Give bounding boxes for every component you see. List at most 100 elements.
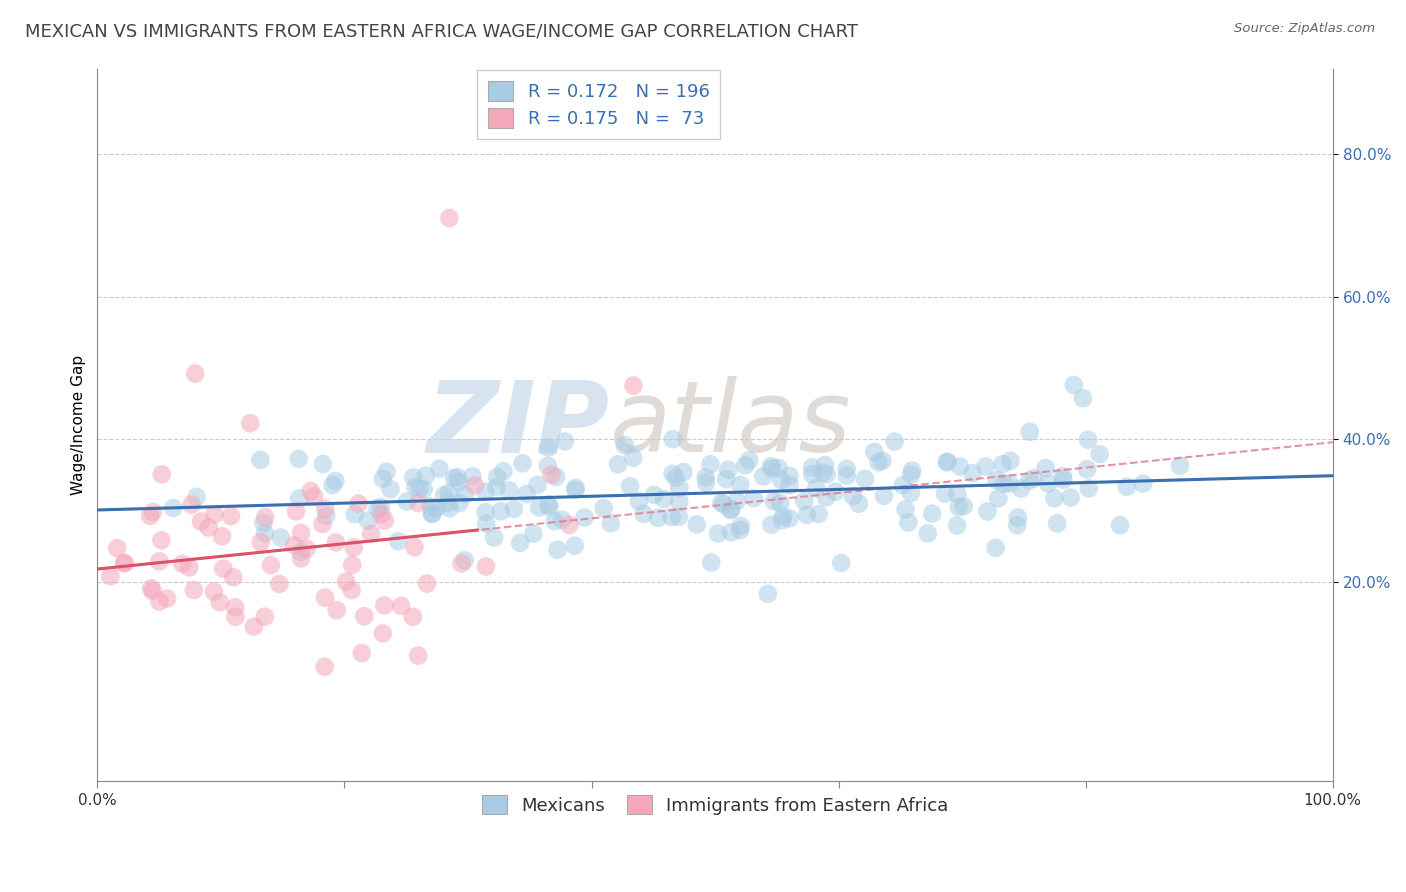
Point <box>761 517 783 532</box>
Point <box>420 506 443 520</box>
Point <box>993 476 1015 491</box>
Point <box>547 542 569 557</box>
Point <box>1000 454 1022 468</box>
Point <box>522 526 544 541</box>
Point <box>835 462 858 476</box>
Point <box>668 510 690 524</box>
Point <box>250 535 273 549</box>
Point <box>156 591 179 606</box>
Point <box>302 490 325 504</box>
Point <box>544 514 567 528</box>
Point <box>623 378 645 392</box>
Point <box>772 509 794 524</box>
Point <box>1077 433 1099 447</box>
Text: atlas: atlas <box>610 376 852 474</box>
Point <box>779 478 801 492</box>
Point <box>474 505 496 519</box>
Point <box>269 577 291 591</box>
Point <box>806 481 828 495</box>
Point <box>801 467 824 482</box>
Point <box>371 626 394 640</box>
Point <box>112 556 135 570</box>
Point <box>1007 518 1029 533</box>
Point <box>1010 482 1032 496</box>
Point <box>512 456 534 470</box>
Point <box>714 472 737 486</box>
Point <box>835 468 858 483</box>
Point <box>179 560 201 574</box>
Point <box>342 558 364 572</box>
Point <box>707 526 730 541</box>
Point <box>249 453 271 467</box>
Point <box>100 569 122 583</box>
Point <box>224 600 246 615</box>
Point <box>283 538 305 552</box>
Point <box>425 501 447 516</box>
Point <box>253 609 276 624</box>
Point <box>402 609 425 624</box>
Point <box>574 510 596 524</box>
Point <box>482 531 505 545</box>
Text: ZIP: ZIP <box>427 376 610 474</box>
Point <box>538 500 561 514</box>
Point <box>374 514 396 528</box>
Point <box>287 451 309 466</box>
Point <box>769 496 792 510</box>
Point <box>868 455 890 469</box>
Point <box>454 487 477 501</box>
Point <box>606 457 628 471</box>
Point <box>1052 473 1074 487</box>
Point <box>621 450 644 465</box>
Point <box>984 541 1007 555</box>
Point <box>863 444 886 458</box>
Point <box>433 488 456 502</box>
Point <box>252 516 274 530</box>
Point <box>762 494 785 508</box>
Point <box>412 483 434 497</box>
Point <box>720 525 742 540</box>
Point <box>770 473 793 487</box>
Point <box>815 467 838 482</box>
Point <box>672 465 695 479</box>
Text: MEXICAN VS IMMIGRANTS FROM EASTERN AFRICA WAGE/INCOME GAP CORRELATION CHART: MEXICAN VS IMMIGRANTS FROM EASTERN AFRIC… <box>25 22 858 40</box>
Point <box>761 461 783 475</box>
Point <box>901 463 924 477</box>
Point <box>811 466 834 480</box>
Point <box>285 504 308 518</box>
Point <box>752 469 775 483</box>
Point <box>290 551 312 566</box>
Point <box>1018 425 1040 439</box>
Point <box>219 509 242 524</box>
Point <box>370 500 392 514</box>
Y-axis label: Wage/Income Gap: Wage/Income Gap <box>72 355 86 495</box>
Point <box>936 455 959 469</box>
Point <box>897 516 920 530</box>
Point <box>1024 471 1046 485</box>
Point <box>516 487 538 501</box>
Point <box>853 472 876 486</box>
Point <box>447 475 470 489</box>
Point <box>613 438 636 452</box>
Point <box>976 504 998 518</box>
Point <box>537 441 560 455</box>
Point <box>453 553 475 567</box>
Point <box>627 494 650 508</box>
Point <box>717 463 740 477</box>
Point <box>142 505 165 519</box>
Point <box>949 459 972 474</box>
Point <box>1077 481 1099 495</box>
Point <box>475 516 498 531</box>
Point <box>288 491 311 506</box>
Point <box>474 484 496 499</box>
Point <box>380 482 402 496</box>
Point <box>461 469 484 483</box>
Point <box>917 526 939 541</box>
Point <box>404 540 426 554</box>
Point <box>197 520 219 534</box>
Point <box>814 458 837 472</box>
Point <box>211 529 233 543</box>
Point <box>720 502 742 516</box>
Point <box>986 473 1008 487</box>
Point <box>204 508 226 522</box>
Point <box>728 523 751 537</box>
